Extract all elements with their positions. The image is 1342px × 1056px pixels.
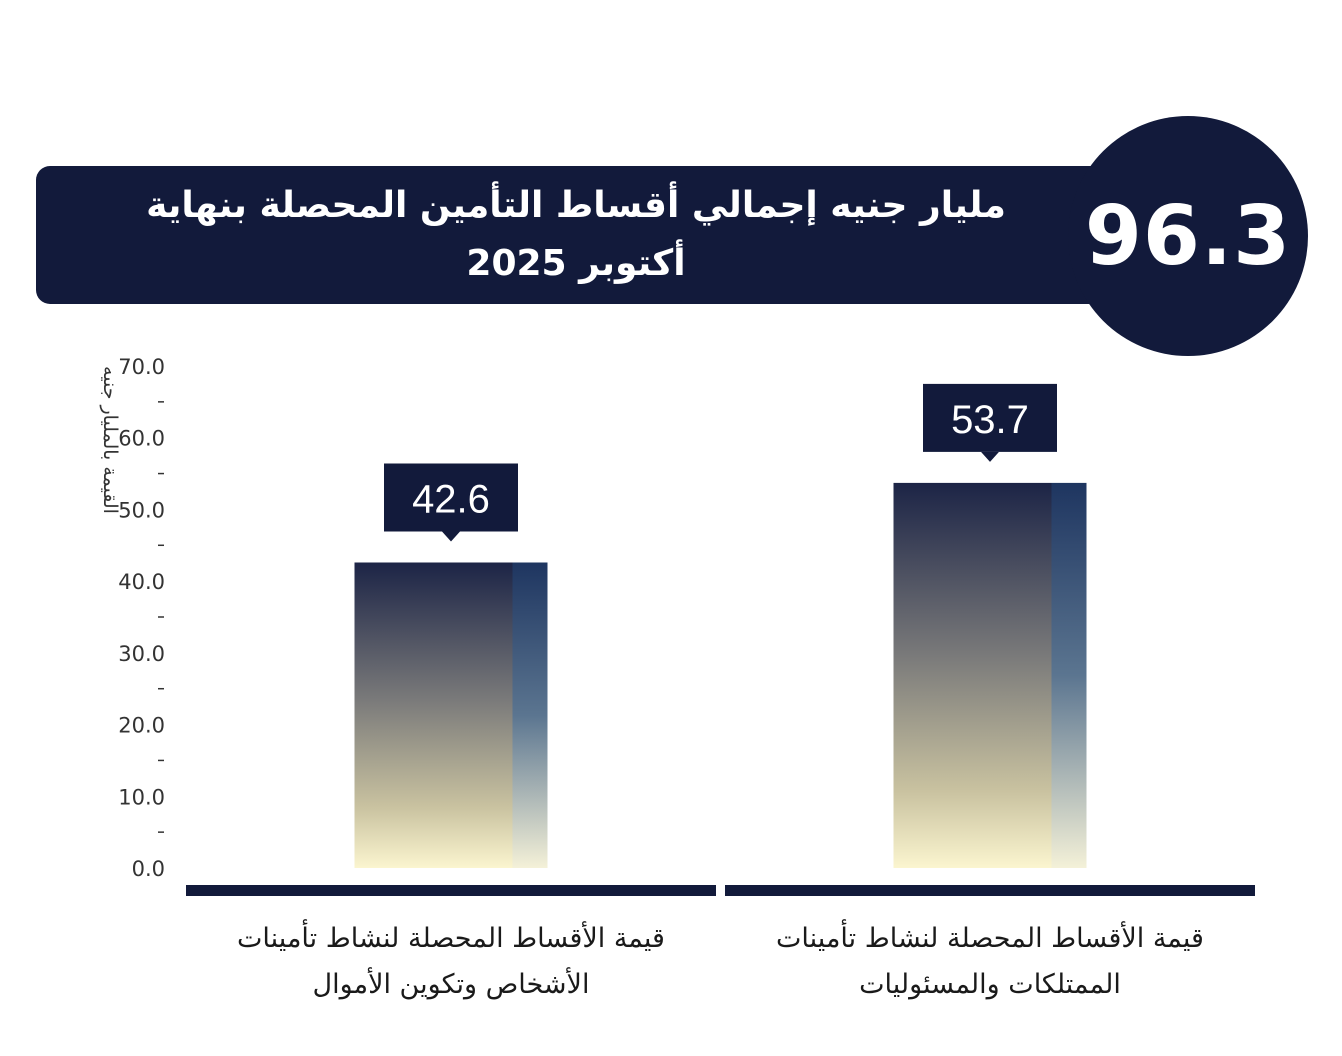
category-baseline	[186, 885, 716, 896]
x-category-label: قيمة الأقساط المحصلة لنشاط تأمينات الممت…	[776, 923, 1204, 1000]
headline-value: 96.3	[1084, 188, 1292, 284]
y-tick-label: 70.0	[118, 355, 165, 379]
y-axis-label: القيمة بالمليار جنيه	[99, 366, 121, 514]
x-category-label: قيمة الأقساط المحصلة لنشاط تأمينات الأشخ…	[237, 923, 665, 1000]
bar[interactable]	[354, 562, 513, 868]
y-tick-label: 10.0	[118, 785, 165, 809]
y-tick-label: 40.0	[118, 570, 165, 594]
y-tick-label: 60.0	[118, 427, 165, 451]
headline-banner: مليار جنيه إجمالي أقساط التأمين المحصلة …	[36, 166, 1216, 304]
headline-value-circle: 96.3	[1068, 116, 1308, 356]
y-tick-label: 0.0	[132, 857, 165, 881]
value-callout-pointer	[442, 531, 460, 542]
y-tick-label: 30.0	[118, 642, 165, 666]
y-tick-label: 50.0	[118, 498, 165, 522]
value-callout-pointer	[981, 451, 999, 462]
y-tick-label: 20.0	[118, 714, 165, 738]
bar[interactable]	[893, 482, 1052, 868]
bar-side	[1051, 482, 1087, 868]
bar-side	[512, 562, 548, 868]
value-callout	[923, 383, 1057, 452]
value-label: 53.7	[951, 398, 1029, 442]
category-baseline	[725, 885, 1255, 896]
headline-text: مليار جنيه إجمالي أقساط التأمين المحصلة …	[146, 185, 1006, 284]
value-label: 42.6	[412, 477, 490, 521]
value-callout	[384, 463, 518, 532]
